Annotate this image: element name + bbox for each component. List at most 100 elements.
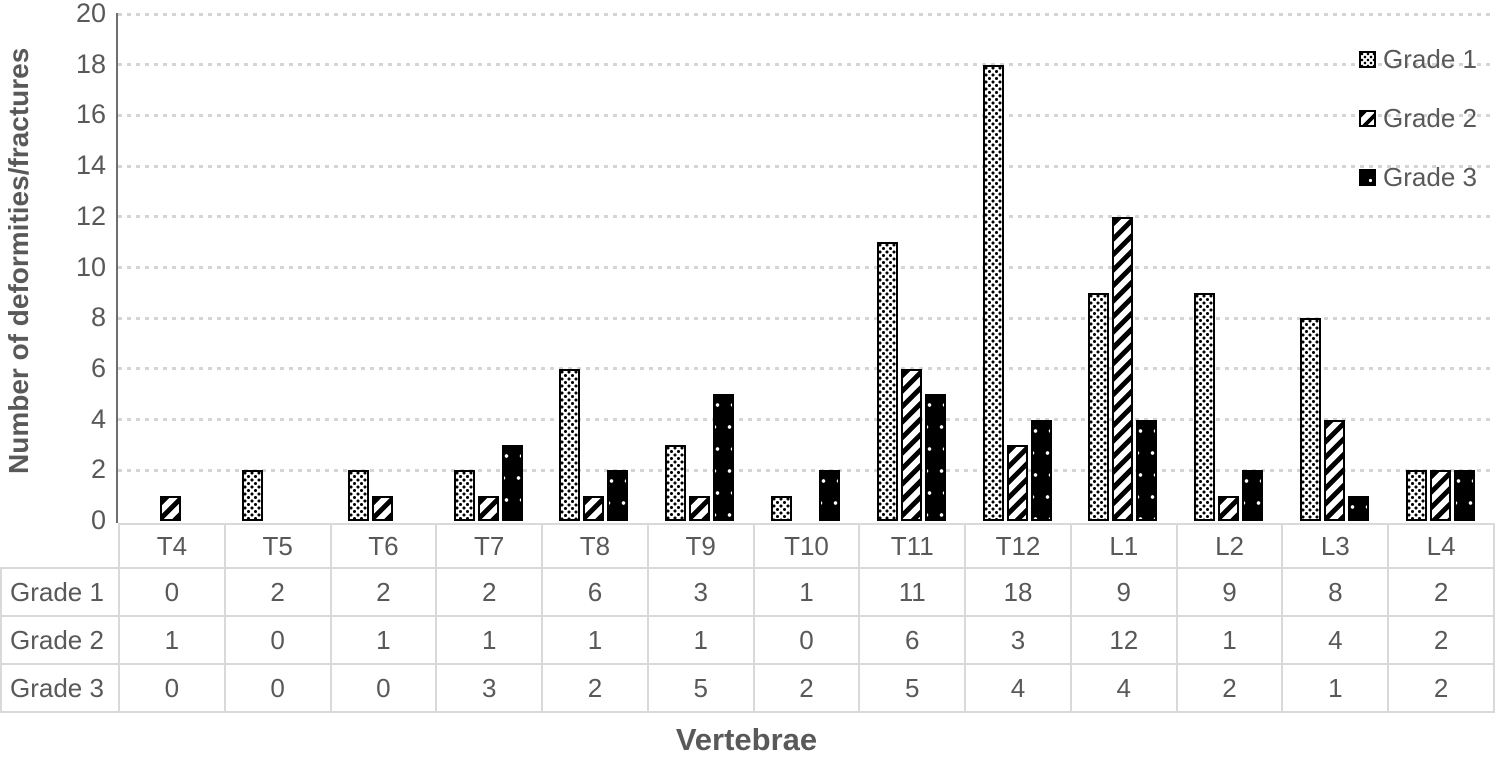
bar-grade-3-l3: [1347, 495, 1369, 521]
table-header-cell-l1: L1: [1069, 523, 1178, 569]
table-value-cell-grade-1-l2: 9: [1175, 567, 1284, 617]
bar-grade-2-t9: [689, 495, 711, 521]
gridline: [118, 215, 1493, 219]
bar-group-l2: [1176, 14, 1282, 521]
y-tick-label: 18: [75, 48, 106, 79]
table-value-cell-grade-1-t12: 18: [964, 567, 1072, 617]
table-value-cell-grade-3-t4: 0: [118, 663, 226, 713]
table-header-cell-t8: T8: [541, 523, 649, 569]
bar-grade-3-t7: [501, 444, 523, 521]
bar-grade-1-l2: [1194, 292, 1216, 521]
bar-grade-1-t11: [876, 242, 898, 521]
y-tick-label: 14: [75, 150, 106, 181]
table-value-cell-grade-2-t6: 1: [329, 615, 438, 665]
table-header-cell-l2: L2: [1175, 523, 1284, 569]
bar-grade-2-l1: [1112, 216, 1134, 521]
bar-grade-2-l2: [1218, 495, 1240, 521]
bar-group-t7: [435, 14, 541, 521]
y-tick-label: 20: [75, 0, 106, 28]
table-header-cell-t5: T5: [223, 523, 332, 569]
gridline: [118, 266, 1493, 269]
table-header-cell-t6: T6: [329, 523, 438, 569]
table-value-cell-grade-3-l4: 2: [1387, 663, 1495, 713]
table-value-cell-grade-3-l3: 1: [1281, 663, 1390, 713]
y-tick-label: 10: [75, 251, 106, 282]
legend-swatch-grade-3-icon: [1359, 169, 1377, 186]
bar-grade-3-t8: [607, 470, 629, 521]
bar-grade-2-t6: [371, 495, 393, 521]
bar-grade-3-t12: [1030, 419, 1052, 521]
legend-swatch-grade-2-icon: [1359, 110, 1377, 127]
bar-grade-2-l3: [1323, 419, 1345, 521]
bar-group-l1: [1070, 14, 1176, 521]
table-value-cell-grade-2-t8: 1: [541, 615, 649, 665]
table-value-cell-grade-3-t12: 4: [964, 663, 1072, 713]
gridline: [118, 164, 1493, 168]
table-value-cell-grade-1-t11: 11: [858, 567, 967, 617]
table-value-cell-grade-3-t5: 0: [223, 663, 332, 713]
gridline: [118, 316, 1493, 320]
table-value-cell-grade-3-t8: 2: [541, 663, 649, 713]
legend: Grade 1 Grade 2 Grade 3: [1359, 30, 1477, 207]
bar-grade-3-l1: [1136, 419, 1158, 521]
x-axis-title: Vertebrae: [675, 722, 818, 757]
bar-series-container: [118, 14, 1493, 521]
bar-group-t5: [224, 14, 330, 521]
table-row-grade-2: Grade 2 1 0 1 1 1 1 0 6 3 12 1 4 2: [0, 615, 1495, 665]
bar-group-l4: [1387, 14, 1493, 521]
table-value-cell-grade-2-t10: 0: [752, 615, 861, 665]
table-value-cell-grade-2-l2: 1: [1175, 615, 1284, 665]
table-value-cell-grade-2-t9: 1: [646, 615, 755, 665]
table-header-cell-l3: L3: [1281, 523, 1390, 569]
legend-label: Grade 3: [1383, 162, 1477, 192]
table-header-cell-t7: T7: [435, 523, 544, 569]
bar-grade-2-t12: [1006, 444, 1028, 521]
y-tick-label: 16: [75, 99, 106, 130]
gridline: [118, 418, 1493, 422]
bar-group-t6: [330, 14, 436, 521]
table-value-cell-grade-1-t6: 2: [329, 567, 438, 617]
table-header-cell-t10: T10: [752, 523, 861, 569]
y-tick-label: 12: [75, 200, 106, 231]
bar-grade-1-t8: [559, 368, 581, 521]
table-value-cell-grade-1-l4: 2: [1387, 567, 1495, 617]
bar-grade-1-l1: [1088, 292, 1110, 521]
bar-grade-2-t4: [160, 495, 182, 521]
table-value-cell-grade-1-t10: 1: [752, 567, 861, 617]
table-header-cell-t9: T9: [646, 523, 755, 569]
gridline: [118, 367, 1493, 371]
table-value-cell-grade-3-t9: 5: [646, 663, 755, 713]
gridline: [118, 113, 1493, 117]
table-header-cell-t4: T4: [118, 523, 226, 569]
legend-label: Grade 1: [1383, 44, 1477, 74]
y-tick-label: 4: [90, 403, 106, 434]
bar-grade-2-t11: [900, 368, 922, 521]
table-value-cell-grade-2-l3: 4: [1281, 615, 1390, 665]
table-header-cell-t11: T11: [858, 523, 967, 569]
y-tick-label: 8: [90, 302, 106, 333]
table-value-cell-grade-1-l1: 9: [1069, 567, 1178, 617]
table-value-cell-grade-1-t9: 3: [646, 567, 755, 617]
bar-group-l3: [1281, 14, 1387, 521]
table-value-cell-grade-2-t12: 3: [964, 615, 1072, 665]
legend-item-grade-3: Grade 3: [1359, 148, 1477, 207]
bar-grade-1-t10: [770, 495, 792, 521]
table-value-cell-grade-1-t5: 2: [223, 567, 332, 617]
table-row-label: Grade 2: [0, 615, 120, 665]
table-value-cell-grade-3-t11: 5: [858, 663, 967, 713]
bar-group-t8: [541, 14, 647, 521]
table-row-grade-1: Grade 1 0 2 2 2 6 3 1 11 18 9 9 8 2: [0, 567, 1495, 617]
y-tick-label: 6: [90, 352, 106, 383]
gridline: [118, 63, 1493, 67]
table-value-cell-grade-1-t7: 2: [435, 567, 544, 617]
table-value-cell-grade-2-t7: 1: [435, 615, 544, 665]
table-value-cell-grade-3-t6: 0: [329, 663, 438, 713]
bar-grade-3-t9: [713, 394, 735, 521]
bar-grade-1-t12: [982, 64, 1004, 521]
table-value-cell-grade-2-l1: 12: [1069, 615, 1178, 665]
y-tick-label: 2: [90, 454, 106, 485]
bar-grade-1-t6: [347, 470, 369, 521]
